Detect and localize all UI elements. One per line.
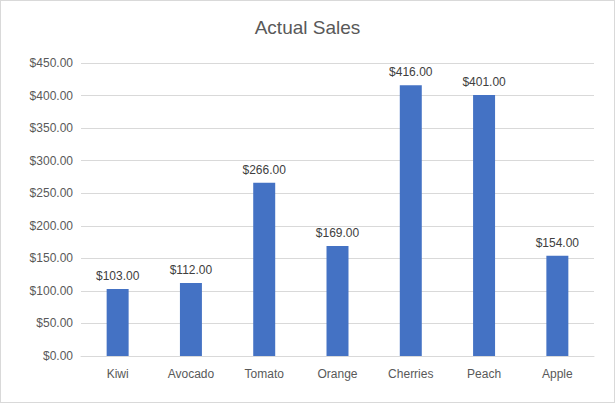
svg-text:Cherries: Cherries [388,367,433,381]
svg-text:$112.00: $112.00 [170,263,213,277]
svg-text:$300.00: $300.00 [30,154,74,168]
svg-text:$266.00: $266.00 [243,163,287,177]
svg-text:Tomato: Tomato [245,367,285,381]
svg-text:$169.00: $169.00 [316,226,360,240]
svg-text:$100.00: $100.00 [30,284,74,298]
svg-text:$150.00: $150.00 [30,251,74,265]
svg-text:$50.00: $50.00 [36,316,73,330]
svg-text:$0.00: $0.00 [43,349,73,363]
svg-text:$200.00: $200.00 [30,219,74,233]
svg-text:$250.00: $250.00 [30,186,74,200]
svg-text:$450.00: $450.00 [30,56,74,70]
svg-text:Kiwi: Kiwi [107,367,129,381]
svg-text:Peach: Peach [467,367,501,381]
svg-text:Orange: Orange [317,367,357,381]
svg-text:Actual Sales: Actual Sales [255,17,361,38]
svg-text:Apple: Apple [542,367,573,381]
svg-text:$154.00: $154.00 [536,236,580,250]
svg-text:$401.00: $401.00 [462,75,506,89]
svg-text:$400.00: $400.00 [30,89,74,103]
svg-text:Avocado: Avocado [168,367,215,381]
svg-text:$416.00: $416.00 [389,65,433,79]
svg-text:$350.00: $350.00 [30,121,74,135]
svg-text:$103.00: $103.00 [96,269,140,283]
